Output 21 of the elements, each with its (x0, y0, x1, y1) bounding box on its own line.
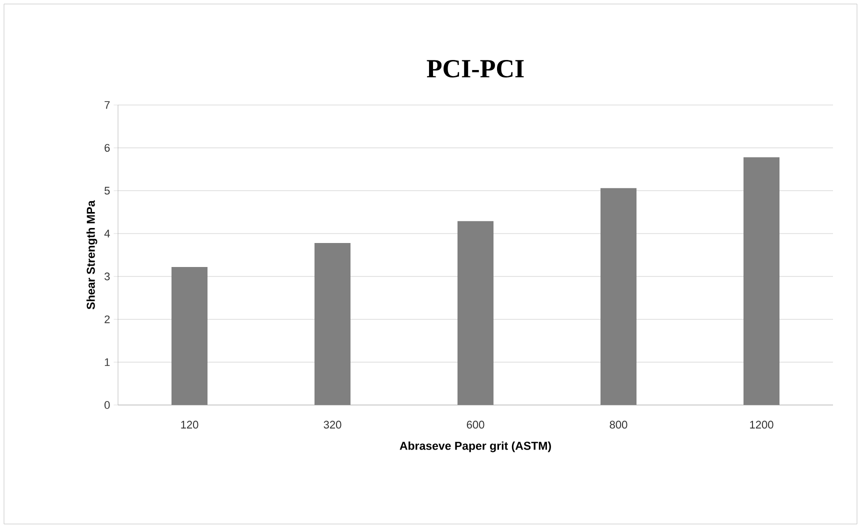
chart-title: PCI-PCI (426, 60, 524, 78)
x-tick-label: 600 (466, 420, 484, 429)
y-tick-label: 6 (104, 144, 110, 152)
y-tick-label: 0 (104, 401, 110, 409)
bar (458, 221, 494, 405)
y-tick-label: 5 (104, 186, 110, 195)
y-tick-label: 1 (104, 358, 110, 366)
y-tick-label: 7 (104, 101, 110, 109)
x-axis-title: Abraseve Paper grit (ASTM) (400, 441, 551, 452)
bar (314, 243, 351, 405)
x-tick-label: 800 (610, 420, 628, 429)
bar (744, 157, 780, 405)
x-tick-label: 120 (181, 420, 198, 429)
y-axis-title: Shear Strength MPa (86, 200, 98, 310)
x-tick-label: 320 (324, 420, 342, 429)
y-tick-label: 2 (104, 315, 110, 324)
y-tick-label: 3 (104, 272, 110, 280)
x-tick-label: 1200 (750, 420, 774, 429)
bar (600, 188, 637, 405)
y-tick-label: 4 (104, 230, 110, 238)
bar (172, 267, 208, 405)
